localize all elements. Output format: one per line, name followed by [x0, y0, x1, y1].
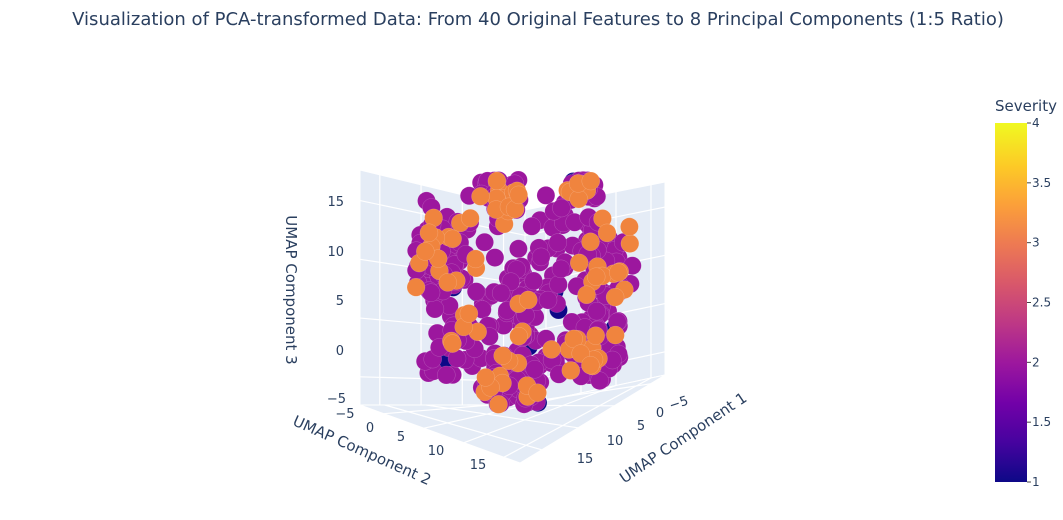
z-tick-label: −5 [327, 392, 346, 407]
colorbar-tick-label: 2 [1032, 355, 1040, 369]
data-point [443, 334, 462, 353]
data-point [552, 198, 571, 218]
data-point [620, 217, 639, 237]
data-point [577, 285, 596, 305]
data-point [587, 301, 606, 321]
data-point [581, 232, 600, 252]
data-point [525, 360, 544, 379]
data-point [581, 355, 600, 375]
data-point [419, 223, 439, 243]
data-point [522, 217, 542, 236]
grid-line [425, 404, 579, 429]
x-tick-label: −5 [667, 394, 690, 414]
colorbar-tick-label: 1 [1032, 475, 1040, 489]
data-point [509, 326, 528, 346]
y-tick-label: 5 [397, 430, 405, 445]
data-point [590, 371, 609, 390]
data-point [569, 253, 589, 273]
colorbar-tick-label: 2.5 [1032, 296, 1051, 310]
colorbar-tick-label: 3 [1032, 236, 1040, 250]
data-point [538, 290, 558, 310]
data-point [564, 329, 583, 349]
data-markers [406, 170, 642, 414]
x-tick-label: 10 [607, 434, 624, 449]
data-point [489, 395, 508, 414]
x-axis-ticks: −5 0 5 10 15 [577, 394, 691, 467]
data-point [609, 263, 628, 282]
data-point [471, 187, 490, 206]
data-point [620, 234, 640, 253]
data-point [536, 186, 556, 205]
data-point [605, 287, 625, 307]
z-axis-ticks: 15 10 5 0 −5 [327, 195, 346, 407]
data-point [586, 267, 606, 286]
data-point [606, 325, 625, 345]
y-tick-label: 15 [470, 458, 487, 473]
data-point [549, 275, 568, 294]
y-tick-label: 10 [428, 444, 445, 459]
data-point [561, 361, 581, 380]
data-point [586, 326, 605, 345]
y-axis-ticks: −5 0 5 10 15 [335, 407, 486, 473]
scene[interactable] [359, 169, 666, 464]
data-point [551, 259, 571, 279]
z-tick-label: 15 [327, 195, 344, 210]
data-point [485, 248, 505, 267]
z-tick-label: 0 [336, 344, 344, 359]
data-point [524, 271, 543, 291]
chart-title: Visualization of PCA-transformed Data: F… [72, 9, 1004, 30]
z-tick-label: 5 [336, 294, 344, 309]
data-point [443, 229, 462, 249]
data-point [528, 383, 547, 402]
colorbar-tick-label: 3.5 [1032, 176, 1051, 190]
data-point [425, 299, 445, 319]
x-tick-label: 0 [656, 406, 664, 421]
data-point [491, 283, 511, 303]
y-tick-label: −5 [335, 407, 354, 422]
data-point [548, 233, 568, 252]
grid-line [503, 377, 652, 458]
data-point [437, 365, 456, 385]
colorbar-tick-label: 1.5 [1032, 415, 1051, 429]
z-tick-label: 10 [327, 245, 344, 260]
data-point [597, 223, 617, 243]
data-point [438, 273, 457, 292]
data-point [487, 171, 507, 191]
data-point [475, 232, 494, 252]
colorbar-title: Severity [995, 97, 1057, 115]
x-tick-label: 5 [637, 419, 645, 434]
grid-line [384, 404, 542, 451]
y-tick-label: 0 [366, 421, 374, 436]
z-axis-title: UMAP Component 3 [282, 215, 300, 364]
data-point [542, 340, 561, 359]
data-point [406, 278, 426, 297]
x-tick-label: 15 [577, 452, 594, 467]
data-point [531, 247, 551, 267]
data-point [509, 239, 528, 259]
grid-line [463, 384, 617, 444]
data-point [581, 171, 601, 191]
colorbar-gradient [995, 123, 1027, 482]
colorbar-tick-label: 4 [1032, 116, 1040, 130]
colorbar: Severity 1 1.5 2 2.5 3 3.5 4 [995, 97, 1057, 489]
data-point [466, 282, 486, 301]
data-point [461, 208, 480, 228]
data-point [493, 346, 512, 365]
data-point [476, 368, 495, 387]
data-point [416, 242, 435, 261]
data-point [459, 304, 479, 323]
data-point [509, 185, 528, 205]
data-point [569, 189, 588, 209]
data-point [519, 290, 538, 310]
colorbar-ticks: 1 1.5 2 2.5 3 3.5 4 [1027, 116, 1051, 489]
data-point [466, 249, 485, 269]
